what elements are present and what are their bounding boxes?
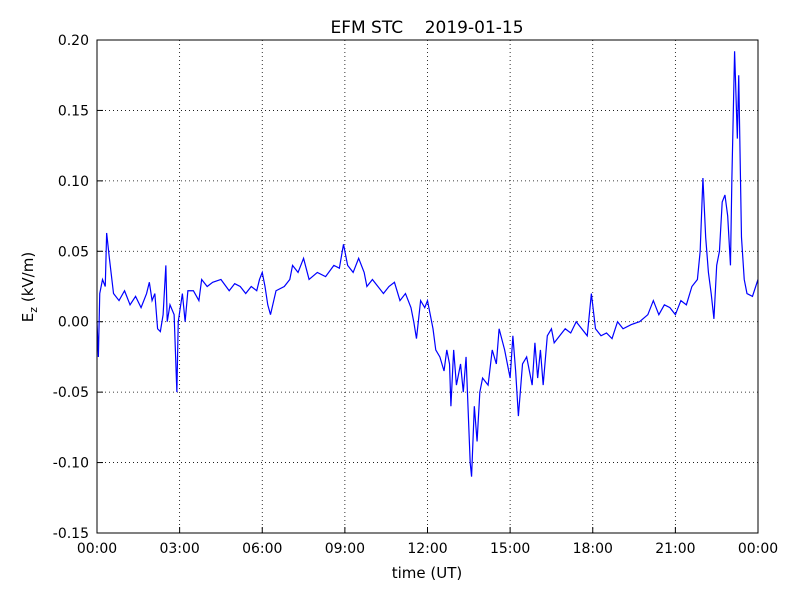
x-tick-label: 21:00 [655, 541, 695, 557]
x-tick-label: 03:00 [159, 541, 199, 557]
y-tick-label: 0.05 [58, 244, 89, 260]
y-tick-label: 0.20 [58, 33, 89, 49]
x-tick-label: 00:00 [77, 541, 117, 557]
y-axis-label: Ez (kV/m) [19, 252, 40, 322]
plot-frame [96, 39, 759, 534]
y-label-subscript: z [27, 307, 40, 313]
y-label-symbol: E [19, 313, 37, 322]
data-line [96, 51, 759, 477]
x-tick-label: 06:00 [242, 541, 282, 557]
y-tick-label: 0.00 [58, 315, 89, 331]
y-tick-label: 0.10 [58, 174, 89, 190]
chart-title: EFM STC 2019-01-15 [330, 18, 523, 38]
y-tick-label: -0.05 [53, 385, 89, 401]
x-tick-label: 18:00 [573, 541, 613, 557]
y-tick-label: 0.15 [58, 103, 89, 119]
x-axis-label: time (UT) [392, 564, 463, 582]
y-label-unit: (kV/m) [19, 252, 37, 302]
x-tick-label: 15:00 [490, 541, 530, 557]
x-tick-label: 00:00 [738, 541, 778, 557]
y-tick-label: -0.15 [53, 526, 89, 542]
x-tick-label: 12:00 [407, 541, 447, 557]
y-tick-label: -0.10 [53, 456, 89, 472]
x-tick-label: 09:00 [325, 541, 365, 557]
